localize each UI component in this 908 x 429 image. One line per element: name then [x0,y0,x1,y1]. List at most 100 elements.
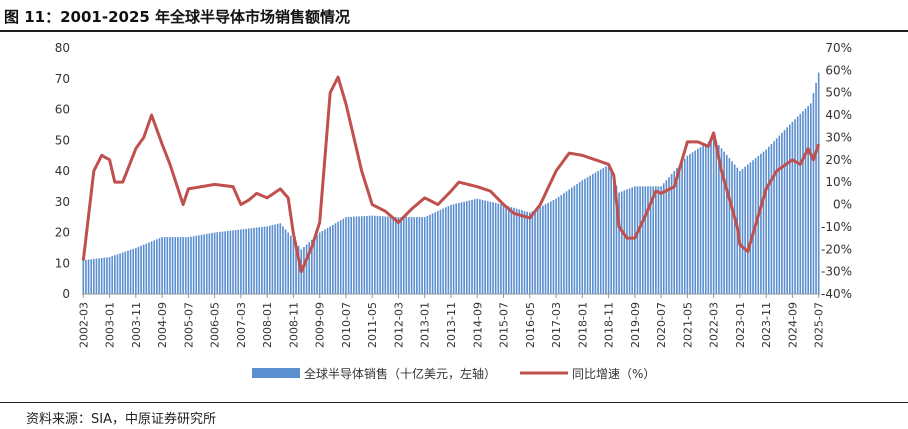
bar [618,192,620,294]
y-left-tick-label: 70 [55,72,70,86]
bar [662,183,665,294]
x-tick-label: 2024-09 [786,302,799,348]
bar [156,239,158,294]
bar [578,182,581,294]
bar [439,209,442,294]
bar [536,208,539,294]
bar [153,240,156,294]
y-right-tick-label: 10% [825,175,852,189]
bar [318,232,321,294]
y-left-tick-label: 30 [55,195,70,209]
y-right-tick-label: 20% [825,153,852,167]
x-tick-label: 2021-05 [681,302,694,348]
bar [481,199,484,294]
bar [332,224,334,294]
bar [460,202,463,294]
x-tick-label: 2005-07 [182,302,195,348]
bar [723,151,725,294]
bar [366,215,368,294]
bar [465,201,468,294]
bar [121,252,124,294]
bar [631,187,634,294]
bar [355,216,358,294]
bar [135,247,137,295]
bar [353,216,355,294]
x-tick-label: 2023-01 [734,302,747,348]
bar [213,232,216,294]
bar [158,238,161,294]
bar [216,232,219,294]
bar [221,231,224,294]
bar [636,186,639,295]
bar [90,259,93,294]
bar [573,185,576,294]
bar [242,229,245,294]
source-note: 资料来源：SIA，中原证券研究所 [26,412,216,427]
bar [334,223,337,294]
y-right-tick-label: 30% [825,131,852,145]
bar [132,248,135,294]
bar [98,258,100,294]
bar [639,186,641,295]
bar [762,151,765,294]
bar [114,255,116,294]
bar [547,202,549,294]
bar [765,149,767,294]
bar [458,202,460,294]
bar [240,229,242,294]
x-tick-label: 2011-05 [366,302,379,348]
x-tick-label: 2019-09 [629,302,642,348]
x-tick-label: 2008-11 [287,302,300,348]
bar [689,153,691,294]
bar [400,217,402,295]
bar [757,155,760,294]
x-tick-label: 2013-11 [445,302,458,348]
bar [127,250,129,294]
bar [539,206,542,294]
bar [100,258,103,294]
bar [494,202,497,294]
bar [565,191,568,294]
bar [226,230,229,294]
bar [295,242,297,294]
bar [284,229,287,294]
bar [303,247,305,294]
bar [610,171,613,294]
bar [437,210,439,294]
bar [261,226,263,294]
bar [581,180,584,294]
y-right-tick-label: -10% [821,220,852,234]
line-series [81,75,821,274]
bar [263,226,266,294]
bar [395,216,397,294]
bar [605,166,607,294]
legend: 全球半导体销售（十亿美元，左轴） 同比增速（%） [252,366,655,381]
bar [179,237,182,294]
bar [599,169,602,294]
bar [521,210,523,294]
bar [476,198,479,294]
bar [363,216,366,294]
bar [794,119,796,294]
bar [568,189,570,294]
bar [668,177,670,294]
bar [111,256,114,294]
bar [408,217,410,295]
bar [232,230,234,294]
x-tick-label: 2004-09 [156,302,169,348]
bar-series [82,72,820,295]
x-tick-label: 2012-03 [393,302,406,348]
y-right-tick-label: 60% [825,63,852,77]
bar [670,174,673,294]
x-tick-label: 2013-01 [419,302,432,348]
bar [678,164,681,294]
bar [510,207,513,294]
x-tick-label: 2008-01 [261,302,274,348]
bar [426,215,429,294]
bar [523,210,526,294]
x-tick-label: 2006-05 [209,302,222,348]
bar [739,171,741,294]
bar [500,204,502,294]
bar [505,205,507,294]
bar [507,206,510,294]
